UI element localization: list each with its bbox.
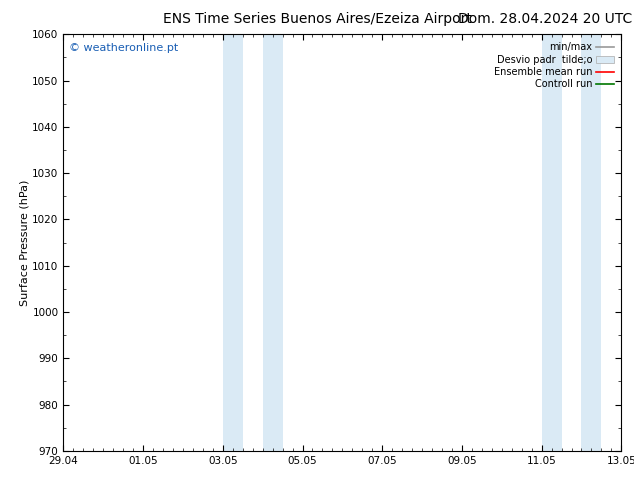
Bar — [262, 34, 283, 451]
Bar — [541, 34, 562, 451]
Text: ENS Time Series Buenos Aires/Ezeiza Airport: ENS Time Series Buenos Aires/Ezeiza Airp… — [162, 12, 472, 26]
Bar — [581, 34, 602, 451]
Text: © weatheronline.pt: © weatheronline.pt — [69, 43, 178, 52]
Y-axis label: Surface Pressure (hPa): Surface Pressure (hPa) — [20, 179, 30, 306]
Legend: min/max, Desvio padr  tilde;o, Ensemble mean run, Controll run: min/max, Desvio padr tilde;o, Ensemble m… — [491, 39, 616, 92]
Bar — [223, 34, 243, 451]
Text: Dom. 28.04.2024 20 UTC: Dom. 28.04.2024 20 UTC — [458, 12, 632, 26]
